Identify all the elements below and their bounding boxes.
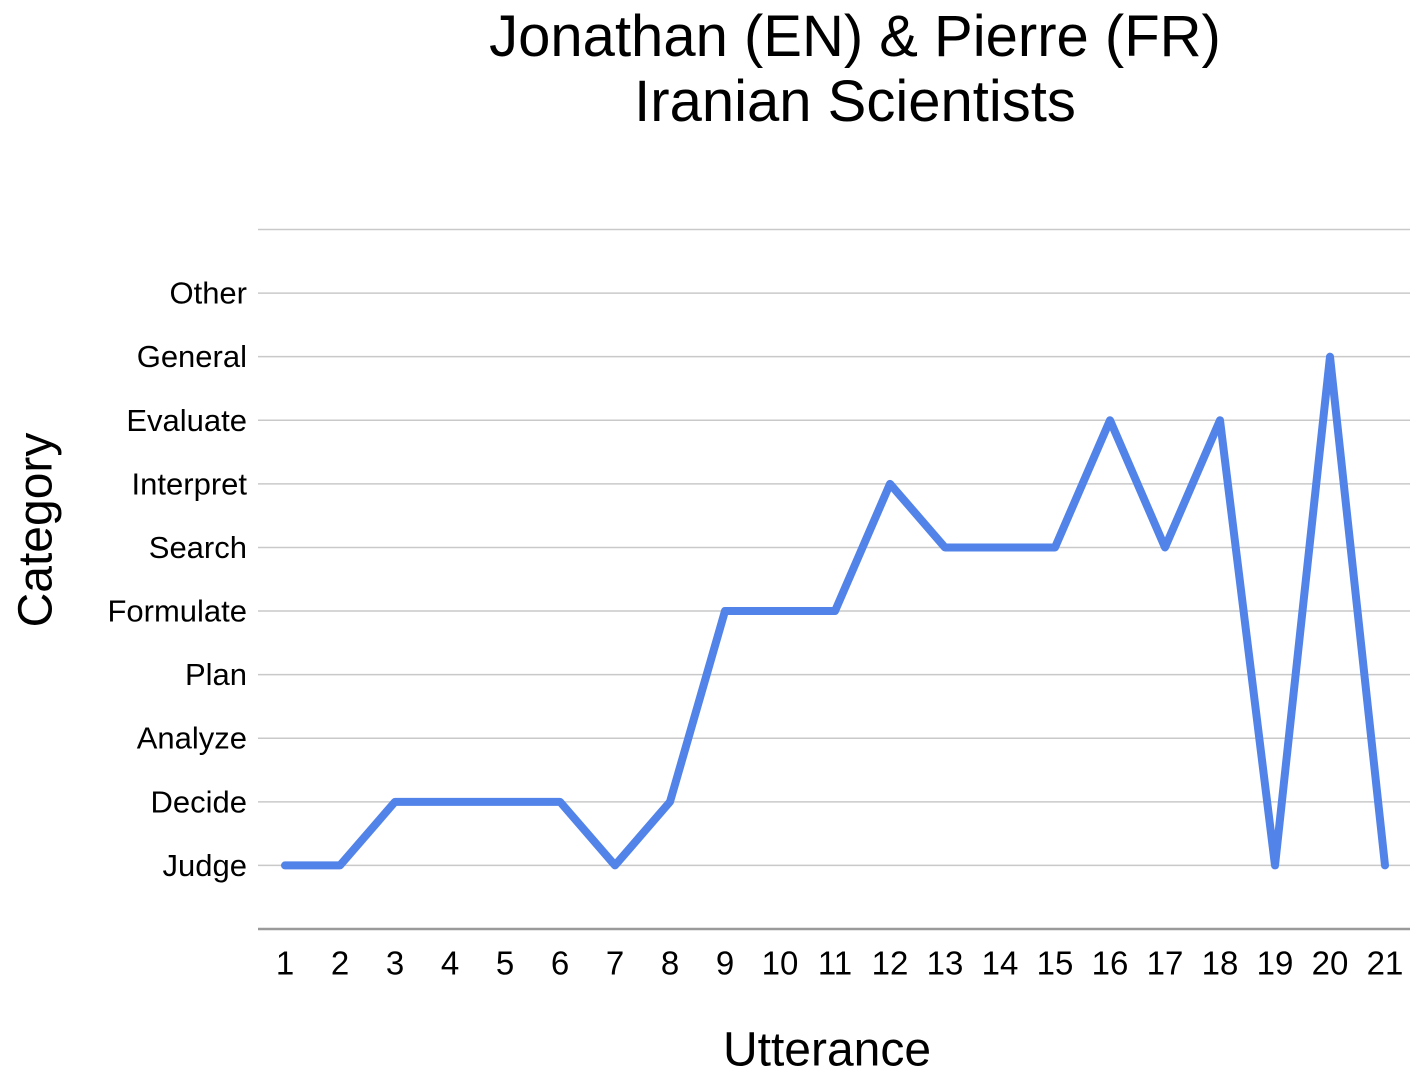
x-tick-label: 12 (872, 945, 909, 982)
x-axis-title: Utterance (722, 1023, 932, 1077)
y-tick-label: Formulate (107, 594, 247, 629)
x-tick-label: 5 (496, 945, 514, 982)
y-tick-label: Plan (185, 657, 247, 692)
x-tick-label: 21 (1367, 945, 1404, 982)
y-tick-label: Analyze (137, 721, 247, 756)
x-tick-label: 1 (276, 945, 294, 982)
x-tick-label: 9 (716, 945, 734, 982)
x-tick-labels: 1 2 3 4 5 6 7 8 9 10 11 12 13 14 15 16 17 18 19 20 21 (276, 945, 1404, 982)
x-tick-label: 6 (551, 945, 569, 982)
y-tick-label: Judge (163, 848, 247, 883)
y-tick-label: Evaluate (126, 403, 247, 438)
chart-title-line1: Jonathan (EN) & Pierre (FR) (489, 4, 1221, 69)
y-tick-label: General (137, 339, 247, 374)
chart-title-line2: Iranian Scientists (634, 69, 1076, 134)
x-tick-label: 13 (927, 945, 964, 982)
y-tick-label: Search (149, 530, 247, 565)
data-line (281, 352, 1389, 870)
x-tick-label: 3 (386, 945, 404, 982)
y-tick-label: Decide (151, 784, 248, 819)
x-tick-label: 8 (661, 945, 679, 982)
x-tick-label: 20 (1312, 945, 1349, 982)
y-tick-labels: Judge Decide Analyze Plan Formulate Search Int… (107, 276, 247, 883)
x-tick-label: 4 (441, 945, 459, 982)
x-tick-label: 17 (1147, 945, 1184, 982)
x-tick-label: 15 (1037, 945, 1074, 982)
x-tick-label: 18 (1202, 945, 1239, 982)
x-tick-label: 11 (818, 945, 852, 982)
x-tick-label: 19 (1257, 945, 1294, 982)
x-tick-label: 16 (1092, 945, 1129, 982)
x-tick-label: 2 (331, 945, 349, 982)
x-tick-label: 7 (606, 945, 624, 982)
y-tick-label: Other (169, 276, 247, 311)
data-series (281, 352, 1389, 870)
x-tick-label: 10 (762, 945, 799, 982)
chart-title: Jonathan (EN) & Pierre (FR) Iranian Scie… (489, 4, 1221, 134)
x-tick-label: 14 (982, 945, 1019, 982)
y-tick-label: Interpret (132, 466, 248, 501)
